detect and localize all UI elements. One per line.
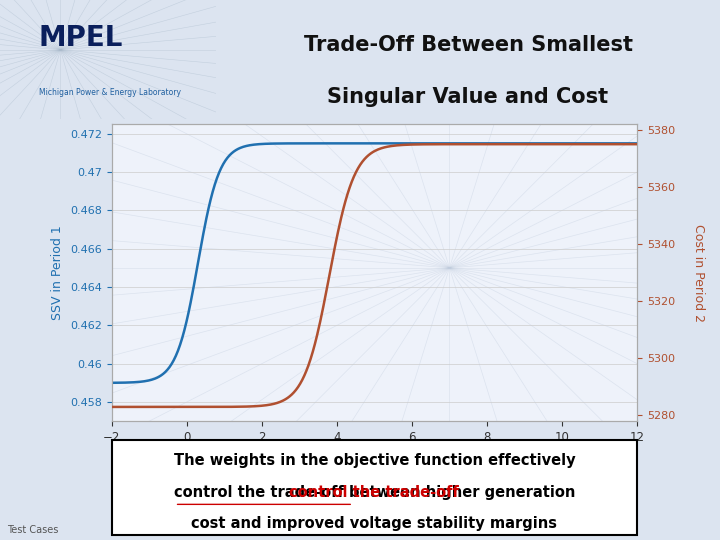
Text: Singular Value and Cost: Singular Value and Cost: [328, 87, 608, 107]
Text: Trade-Off Between Smallest: Trade-Off Between Smallest: [304, 35, 632, 55]
Text: Michigan Power & Energy Laboratory: Michigan Power & Energy Laboratory: [39, 88, 181, 97]
X-axis label: $\log(\alpha/\beta)$: $\log(\alpha/\beta)$: [347, 449, 402, 468]
Text: MPEL: MPEL: [39, 24, 123, 52]
Text: Test Cases: Test Cases: [7, 524, 58, 535]
FancyBboxPatch shape: [112, 440, 637, 535]
Text: cost and improved voltage stability margins: cost and improved voltage stability marg…: [192, 516, 557, 531]
Text: control the trade-off: control the trade-off: [289, 484, 459, 500]
Y-axis label: Cost in Period 2: Cost in Period 2: [692, 224, 705, 322]
Y-axis label: SSV in Period 1: SSV in Period 1: [51, 225, 64, 320]
Text: The weights in the objective function effectively: The weights in the objective function ef…: [174, 454, 575, 468]
Text: control the trade-off between higher generation: control the trade-off between higher gen…: [174, 484, 575, 500]
